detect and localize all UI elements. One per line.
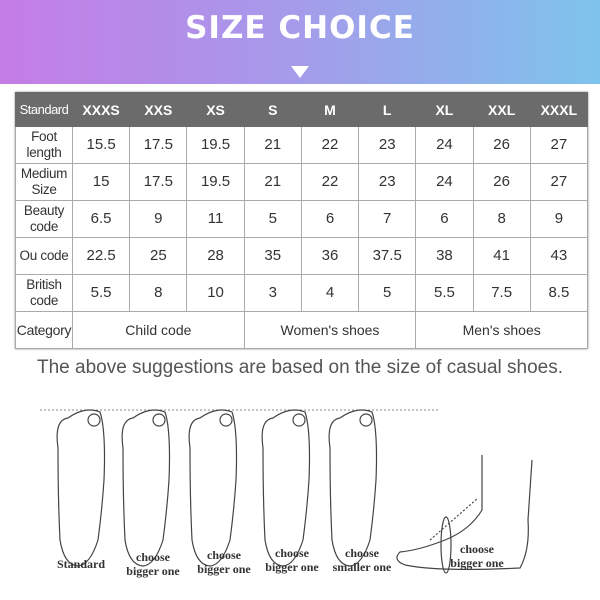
table-cell: 5 [243,200,302,238]
table-cell: 21 [243,126,302,164]
header-cell: XXXL [529,92,589,127]
table-header-row: Standard XXXS XXS XS S M L XL XXL XXXL [15,92,589,127]
foot-shape-guide: Standard choose bigger one choose bigger o… [0,400,600,600]
category-label: Category [15,311,73,349]
table-cell: 41 [472,237,531,275]
table-cell: 17.5 [129,163,188,201]
header-cell: M [300,92,360,127]
foot-label: choose bigger one [126,550,180,578]
row-label: Foot length [15,126,73,164]
foot-outline-icon [56,409,106,567]
foot-label: choose bigger one [197,548,251,576]
table-cell: 28 [186,237,245,275]
table-cell: 6 [415,200,474,238]
table-cell: 15 [71,163,131,201]
header-cell: XXXS [71,92,131,127]
table-cell: 6 [300,200,360,238]
foot-label: choose bigger one [450,542,504,570]
big-toe-icon [87,413,101,427]
table-cell: 43 [529,237,589,275]
big-toe-icon [219,413,233,427]
header-cell: Standard [15,92,73,127]
table-cell: 9 [529,200,589,238]
category-group: Women's shoes [243,311,417,349]
header-cell: XS [186,92,245,127]
table-cell: 7.5 [472,274,531,312]
table-cell: 27 [529,163,589,201]
header-cell: L [358,92,417,127]
header-cell: XXL [472,92,531,127]
table-row: Beauty code 6.5 9 11 5 6 7 6 8 9 [15,200,589,238]
table-cell: 36 [300,237,360,275]
title-banner: SIZE CHOICE [0,0,600,84]
foot-outline-icon [121,409,171,567]
table-row: Foot length 15.5 17.5 19.5 21 22 23 24 26 27 [15,126,589,164]
table-cell: 8.5 [529,274,589,312]
table-cell: 5.5 [415,274,474,312]
table-cell: 23 [358,163,417,201]
table-cell: 10 [186,274,245,312]
foot-label: choose smaller one [332,546,392,574]
big-toe-icon [292,413,306,427]
row-label: Beauty code [15,200,73,238]
banner-title: SIZE CHOICE [185,10,415,46]
table-cell: 6.5 [71,200,131,238]
table-row: British code 5.5 8 10 3 4 5 5.5 7.5 8.5 [15,274,589,312]
table-cell: 17.5 [129,126,188,164]
category-group: Child code [72,311,245,349]
row-label: Medium Size [15,163,73,201]
table-cell: 38 [415,237,474,275]
table-cell: 8 [129,274,188,312]
table-cell: 24 [415,126,474,164]
table-cell: 11 [186,200,245,238]
table-cell: 25 [129,237,188,275]
big-toe-icon [152,413,166,427]
table-cell: 26 [472,126,531,164]
table-cell: 8 [472,200,531,238]
foot-outline-icon [261,409,311,567]
header-cell: XL [415,92,474,127]
category-row: Category Child code Women's shoes Men's … [15,311,588,349]
table-cell: 7 [358,200,417,238]
table-cell: 19.5 [186,126,245,164]
side-foot-icon [396,455,533,574]
size-chart-table: Standard XXXS XXS XS S M L XL XXL XXXL F… [15,92,589,349]
table-cell: 22 [300,163,360,201]
table-cell: 15.5 [71,126,131,164]
sizing-note: The above suggestions are based on the s… [36,357,563,378]
header-cell: XXS [129,92,188,127]
row-label: British code [15,274,73,312]
big-toe-icon [359,413,373,427]
foot-outline-icon [188,409,238,567]
foot-outline-icon [328,409,378,567]
table-cell: 27 [529,126,589,164]
table-cell: 22.5 [71,237,131,275]
table-cell: 9 [129,200,188,238]
table-cell: 35 [243,237,302,275]
foot-label: choose bigger one [265,546,319,574]
table-row: Medium Size 15 17.5 19.5 21 22 23 24 26 27 [15,163,589,201]
table-cell: 37.5 [358,237,417,275]
table-cell: 4 [300,274,360,312]
header-cell: S [243,92,302,127]
category-group: Men's shoes [415,311,588,349]
table-cell: 19.5 [186,163,245,201]
table-cell: 26 [472,163,531,201]
down-arrow-icon [291,66,309,78]
table-cell: 21 [243,163,302,201]
table-cell: 5.5 [71,274,131,312]
table-cell: 3 [243,274,302,312]
row-label: Ou code [15,237,73,275]
table-cell: 5 [358,274,417,312]
foot-label: Standard [56,557,106,571]
table-cell: 24 [415,163,474,201]
table-row: Ou code 22.5 25 28 35 36 37.5 38 41 43 [15,237,589,275]
foot-illustrations [40,409,533,574]
table-cell: 23 [358,126,417,164]
table-cell: 22 [300,126,360,164]
